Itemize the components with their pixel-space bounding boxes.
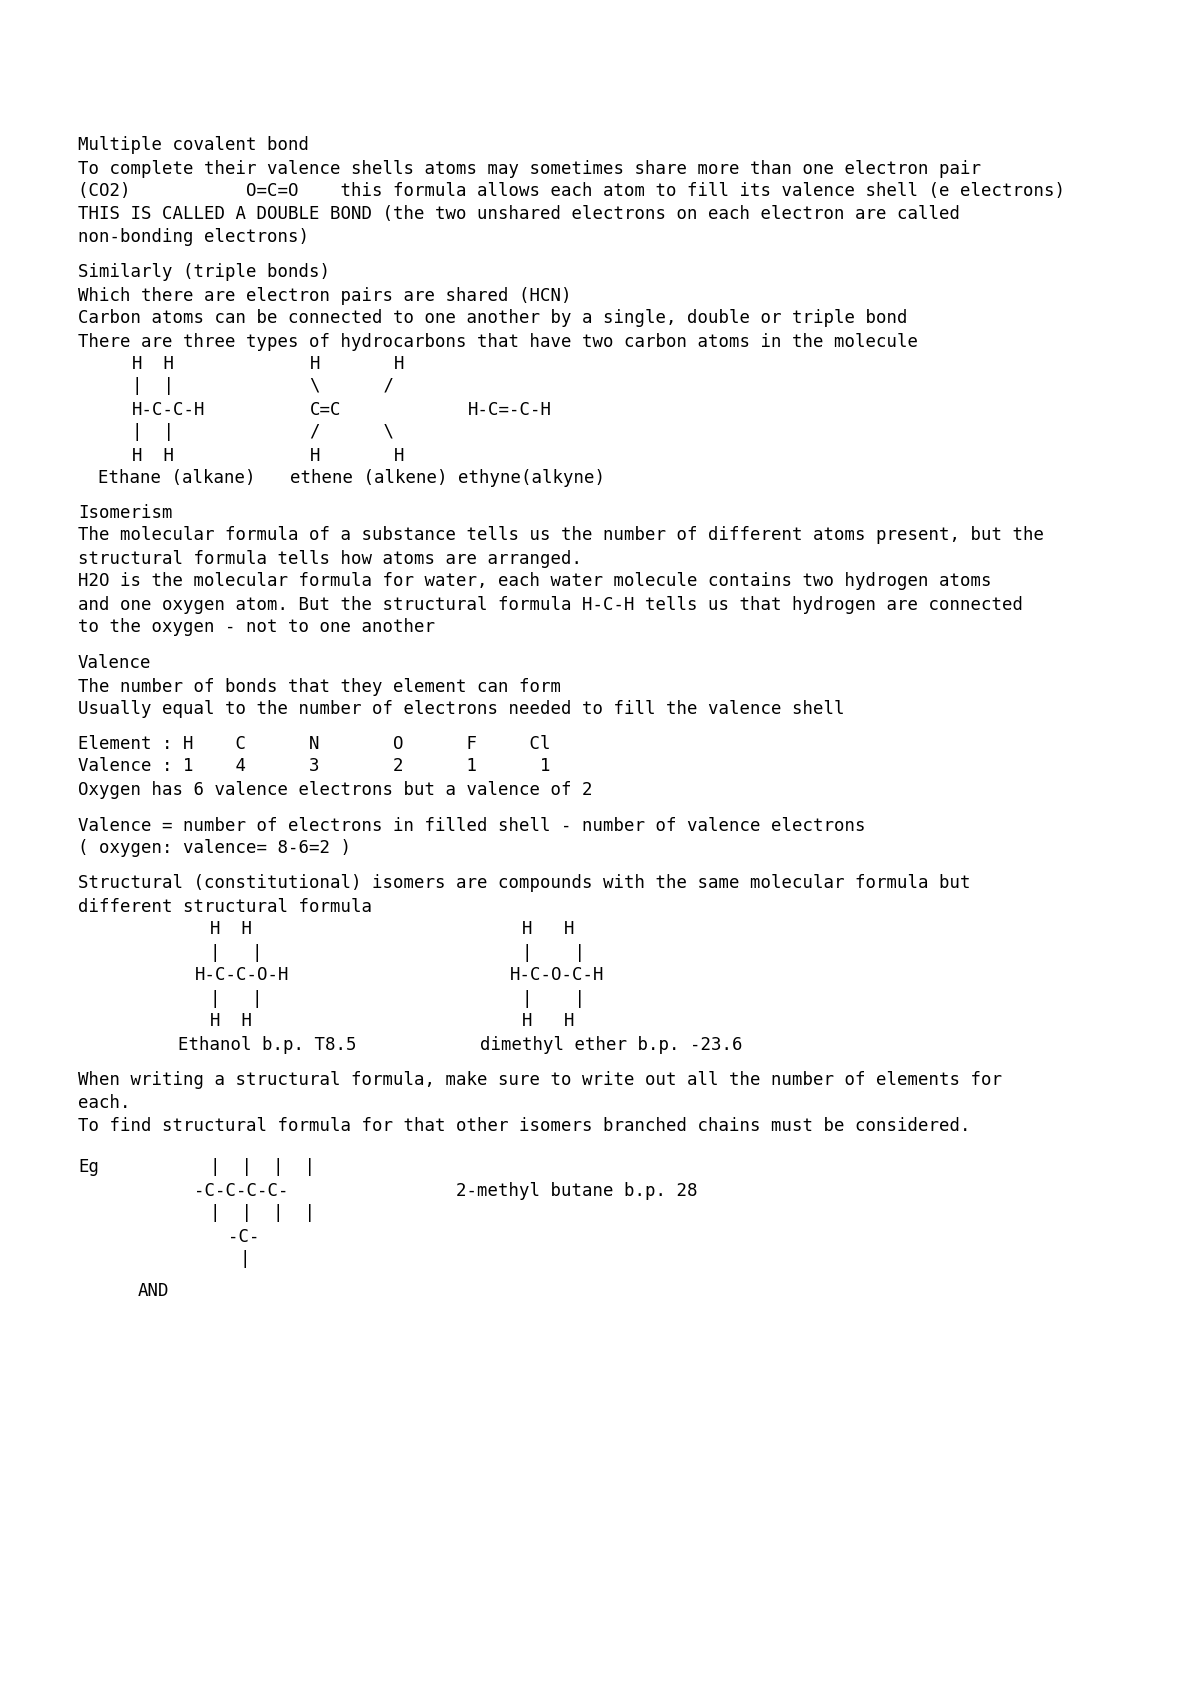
Text: AND: AND [138, 1282, 169, 1301]
Text: to the oxygen - not to one another: to the oxygen - not to one another [78, 618, 436, 637]
Text: |    |: | | [522, 990, 586, 1009]
Text: |  |: | | [132, 377, 174, 396]
Text: and one oxygen atom. But the structural formula H-C-H tells us that hydrogen are: and one oxygen atom. But the structural … [78, 596, 1022, 615]
Text: |   |: | | [210, 944, 263, 963]
Text: -C-: -C- [228, 1228, 259, 1246]
Text: ethene (alkene): ethene (alkene) [290, 469, 448, 487]
Text: The number of bonds that they element can form: The number of bonds that they element ca… [78, 678, 562, 696]
Text: To find structural formula for that other isomers branched chains must be consid: To find structural formula for that othe… [78, 1117, 971, 1136]
Text: H-C-O-C-H: H-C-O-C-H [510, 966, 605, 985]
Text: Element : H    C      N       O      F     Cl: Element : H C N O F Cl [78, 735, 551, 754]
Text: H   H: H H [522, 920, 575, 939]
Text: |  |  |  |: | | | | [210, 1158, 314, 1177]
Text: Usually equal to the number of electrons needed to fill the valence shell: Usually equal to the number of electrons… [78, 700, 845, 718]
Text: dimethyl ether b.p. -23.6: dimethyl ether b.p. -23.6 [480, 1036, 743, 1054]
Text: H-C=-C-H: H-C=-C-H [468, 401, 552, 419]
Text: To complete their valence shells atoms may sometimes share more than one electro: To complete their valence shells atoms m… [78, 160, 982, 178]
Text: Oxygen has 6 valence electrons but a valence of 2: Oxygen has 6 valence electrons but a val… [78, 781, 593, 800]
Text: Valence = number of electrons in filled shell - number of valence electrons: Valence = number of electrons in filled … [78, 817, 865, 835]
Text: H  H: H H [132, 355, 174, 374]
Text: |   |: | | [210, 990, 263, 1009]
Text: Ethanol b.p. T8.5: Ethanol b.p. T8.5 [178, 1036, 356, 1054]
Text: ethyne(alkyne): ethyne(alkyne) [458, 469, 606, 487]
Text: (CO2)           O=C=O    this formula allows each atom to fill its valence shell: (CO2) O=C=O this formula allows each ato… [78, 182, 1066, 200]
Text: |  |: | | [132, 423, 174, 441]
Text: H       H: H H [310, 355, 404, 374]
Text: Multiple covalent bond: Multiple covalent bond [78, 136, 310, 155]
Text: Carbon atoms can be connected to one another by a single, double or triple bond: Carbon atoms can be connected to one ano… [78, 309, 907, 328]
Text: H   H: H H [522, 1012, 575, 1031]
Text: structural formula tells how atoms are arranged.: structural formula tells how atoms are a… [78, 550, 582, 569]
Text: H  H: H H [132, 447, 174, 465]
Text: \      /: \ / [310, 377, 394, 396]
Text: Isomerism: Isomerism [78, 504, 173, 523]
Text: THIS IS CALLED A DOUBLE BOND (the two unshared electrons on each electron are ca: THIS IS CALLED A DOUBLE BOND (the two un… [78, 205, 960, 224]
Text: When writing a structural formula, make sure to write out all the number of elem: When writing a structural formula, make … [78, 1071, 1002, 1090]
Text: |: | [240, 1250, 251, 1268]
Text: |  |  |  |: | | | | [210, 1204, 314, 1223]
Text: non-bonding electrons): non-bonding electrons) [78, 228, 310, 246]
Text: 2-methyl butane b.p. 28: 2-methyl butane b.p. 28 [456, 1182, 697, 1200]
Text: /      \: / \ [310, 423, 394, 441]
Text: Valence : 1    4      3       2      1      1: Valence : 1 4 3 2 1 1 [78, 757, 551, 776]
Text: Eg: Eg [78, 1158, 98, 1177]
Text: Which there are electron pairs are shared (HCN): Which there are electron pairs are share… [78, 287, 571, 306]
Text: The molecular formula of a substance tells us the number of different atoms pres: The molecular formula of a substance tel… [78, 526, 1044, 545]
Text: |    |: | | [522, 944, 586, 963]
Text: different structural formula: different structural formula [78, 898, 372, 917]
Text: H  H: H H [210, 920, 252, 939]
Text: H  H: H H [210, 1012, 252, 1031]
Text: H2O is the molecular formula for water, each water molecule contains two hydroge: H2O is the molecular formula for water, … [78, 572, 991, 591]
Text: H-C-C-H: H-C-C-H [132, 401, 205, 419]
Text: H-C-C-O-H: H-C-C-O-H [194, 966, 289, 985]
Text: H       H: H H [310, 447, 404, 465]
Text: -C-C-C-C-: -C-C-C-C- [194, 1182, 289, 1200]
Text: each.: each. [78, 1094, 131, 1112]
Text: Similarly (triple bonds): Similarly (triple bonds) [78, 263, 330, 282]
Text: C=C: C=C [310, 401, 341, 419]
Text: There are three types of hydrocarbons that have two carbon atoms in the molecule: There are three types of hydrocarbons th… [78, 333, 918, 351]
Text: ( oxygen: valence= 8-6=2 ): ( oxygen: valence= 8-6=2 ) [78, 839, 352, 857]
Text: Valence: Valence [78, 654, 151, 672]
Text: Structural (constitutional) isomers are compounds with the same molecular formul: Structural (constitutional) isomers are … [78, 874, 971, 893]
Text: Ethane (alkane): Ethane (alkane) [98, 469, 256, 487]
